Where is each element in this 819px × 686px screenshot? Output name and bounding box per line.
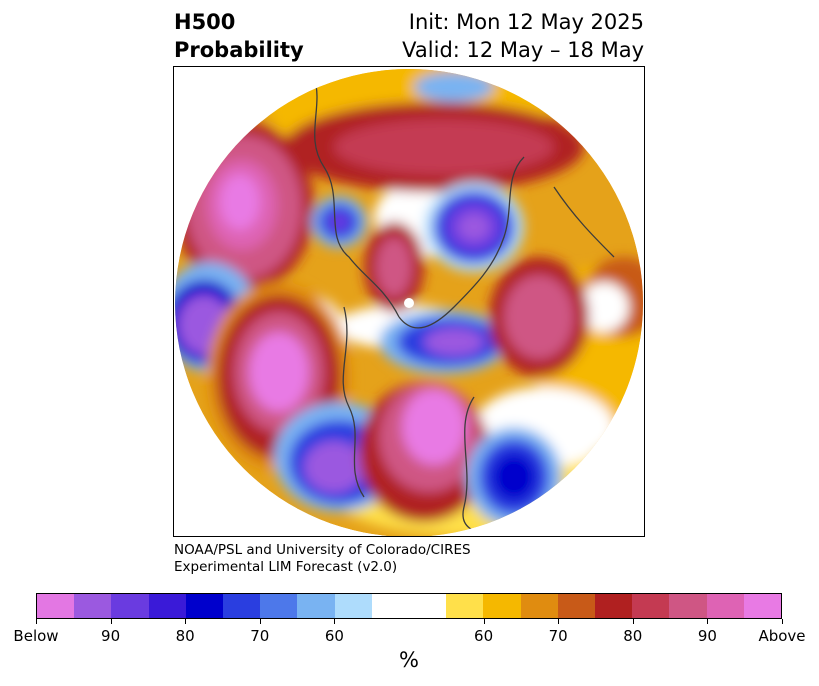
colorbar-tick-label: 60 bbox=[474, 627, 494, 645]
colorbar-segment bbox=[595, 594, 633, 618]
colorbar-tickmark bbox=[483, 619, 485, 624]
colorbar-tickmark bbox=[259, 619, 261, 624]
valid-range: Valid: 12 May – 18 May bbox=[402, 38, 644, 62]
anomaly-field bbox=[175, 69, 643, 536]
colorbar-segment bbox=[185, 594, 224, 618]
probability-colorbar bbox=[36, 593, 782, 619]
credit-line-2: Experimental LIM Forecast (v2.0) bbox=[174, 559, 398, 575]
colorbar-segment bbox=[409, 594, 447, 618]
colorbar-segment bbox=[520, 594, 558, 618]
map-frame bbox=[173, 66, 645, 537]
colorbar-tick-label: 90 bbox=[697, 627, 717, 645]
colorbar-tick-label: 70 bbox=[548, 627, 568, 645]
colorbar-tick-label: 90 bbox=[101, 627, 121, 645]
colorbar-segment bbox=[483, 594, 521, 618]
init-date: Init: Mon 12 May 2025 bbox=[408, 10, 644, 34]
colorbar-segment bbox=[37, 594, 75, 618]
title-variable: H500 bbox=[174, 10, 236, 34]
colorbar-tickmark bbox=[558, 619, 560, 624]
north-pole-marker bbox=[404, 298, 414, 308]
colorbar-unit: % bbox=[399, 648, 419, 672]
colorbar-tickmark bbox=[185, 619, 187, 624]
colorbar-tickmark bbox=[36, 619, 37, 624]
polar-map bbox=[175, 69, 643, 536]
colorbar-tickmark bbox=[110, 619, 112, 624]
colorbar-tick-label: 80 bbox=[623, 627, 643, 645]
colorbar-segment bbox=[223, 594, 261, 618]
colorbar-tick-label: 70 bbox=[250, 627, 270, 645]
colorbar-tickmark bbox=[632, 619, 634, 624]
colorbar-segment bbox=[111, 594, 149, 618]
colorbar-segment bbox=[669, 594, 707, 618]
colorbar-tickmark bbox=[707, 619, 709, 624]
colorbar-segment bbox=[446, 594, 484, 618]
colorbar-segment bbox=[632, 594, 670, 618]
colorbar-tick-label: Above bbox=[758, 627, 806, 645]
colorbar-segment bbox=[371, 594, 410, 618]
forecast-dates: Init: Mon 12 May 2025 Valid: 12 May – 18… bbox=[402, 8, 644, 64]
colorbar-segment bbox=[743, 594, 782, 618]
colorbar-tickmark bbox=[782, 619, 783, 624]
colorbar-segment bbox=[148, 594, 186, 618]
colorbar-segment bbox=[260, 594, 298, 618]
colorbar-tickmark bbox=[334, 619, 336, 624]
map-title: H500 Probability bbox=[174, 8, 304, 64]
colorbar-tick-label: Below bbox=[13, 627, 59, 645]
colorbar-tick-label: 60 bbox=[324, 627, 344, 645]
colorbar-tick-label: 80 bbox=[175, 627, 195, 645]
colorbar-segment bbox=[334, 594, 372, 618]
colorbar-segment bbox=[706, 594, 744, 618]
colorbar-segment bbox=[557, 594, 596, 618]
title-field: Probability bbox=[174, 38, 304, 62]
credit-line-1: NOAA/PSL and University of Colorado/CIRE… bbox=[174, 542, 471, 558]
source-credit: NOAA/PSL and University of Colorado/CIRE… bbox=[174, 542, 471, 576]
colorbar-segment bbox=[74, 594, 112, 618]
colorbar-segment bbox=[297, 594, 335, 618]
